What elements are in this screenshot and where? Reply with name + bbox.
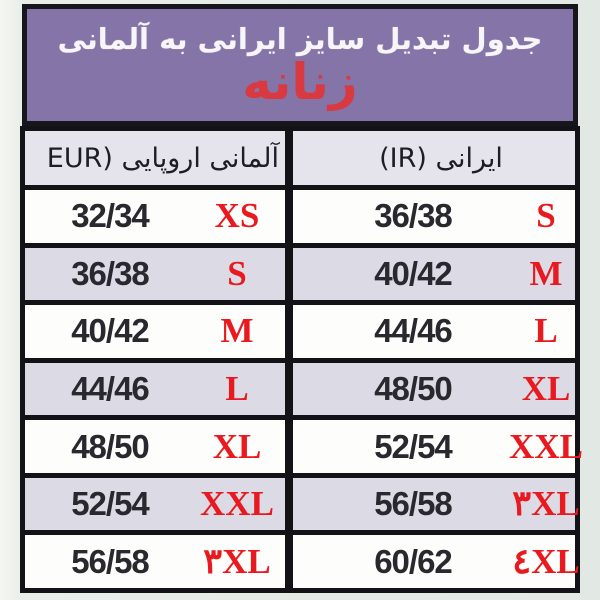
eur-size-number: 32/34 bbox=[71, 197, 150, 235]
eur-size-number: 52/54 bbox=[71, 485, 150, 523]
table-row-eur-cell: 36/38 S bbox=[25, 247, 285, 301]
ir-size-number: 56/58 bbox=[374, 485, 453, 523]
table-row-eur-cell: 44/46 L bbox=[25, 362, 285, 416]
column-header-eur: آلمانی اروپایی (EUR bbox=[25, 131, 285, 185]
ir-size-number: 60/62 bbox=[374, 542, 453, 580]
ir-size-number: 36/38 bbox=[374, 197, 453, 235]
ir-size-number: 48/50 bbox=[374, 369, 453, 407]
table-row-ir-cell: 40/42 M bbox=[293, 247, 575, 301]
ir-size-number: 40/42 bbox=[374, 254, 453, 292]
column-header-ir: ایرانی (IR) bbox=[293, 131, 575, 185]
ir-size-label: S bbox=[536, 196, 556, 236]
page-subtitle: زنانه bbox=[242, 53, 358, 112]
ir-size-label: ٤XL bbox=[512, 541, 580, 581]
eur-size-label: L bbox=[225, 368, 249, 408]
table-row-ir-cell: 36/38 S bbox=[293, 190, 575, 243]
ir-size-label: M bbox=[529, 253, 563, 293]
table-row-eur-cell: 56/58 ۳XL bbox=[25, 535, 285, 588]
eur-size-number: 44/46 bbox=[71, 369, 150, 407]
table-row-ir-cell: 60/62 ٤XL bbox=[293, 535, 580, 588]
table-row-ir-cell: 48/50 XL bbox=[293, 362, 575, 416]
ir-size-number: 44/46 bbox=[374, 312, 453, 350]
ir-size-label: ۳XL bbox=[512, 484, 580, 524]
table-row-eur-cell: 52/54 XXL bbox=[25, 477, 285, 531]
eur-size-label: ۳XL bbox=[203, 541, 271, 581]
eur-size-number: 48/50 bbox=[71, 427, 150, 465]
size-conversion-table: آلمانی اروپایی (EUR ایرانی (IR) 32/34 XS… bbox=[20, 126, 583, 593]
table-row-eur-cell: 48/50 XL bbox=[25, 420, 285, 473]
ir-size-number: 52/54 bbox=[374, 427, 453, 465]
ir-size-label: XL bbox=[521, 368, 571, 408]
eur-size-label: XL bbox=[212, 426, 262, 466]
eur-size-label: M bbox=[220, 311, 254, 351]
ir-size-label: XXL bbox=[509, 426, 583, 466]
eur-size-number: 40/42 bbox=[71, 312, 150, 350]
eur-size-label: XXL bbox=[200, 484, 274, 524]
page-title: جدول تبدیل سایز ایرانی به آلمانی bbox=[57, 21, 543, 56]
eur-size-label: S bbox=[227, 253, 247, 293]
table-row-ir-cell: 44/46 L bbox=[293, 305, 575, 358]
table-row-eur-cell: 32/34 XS bbox=[25, 190, 285, 243]
table-row-eur-cell: 40/42 M bbox=[25, 305, 285, 358]
eur-size-label: XS bbox=[214, 196, 260, 236]
table-row-ir-cell: 56/58 ۳XL bbox=[293, 477, 580, 531]
eur-size-number: 36/38 bbox=[71, 254, 150, 292]
title-banner: جدول تبدیل سایز ایرانی به آلمانی زنانه bbox=[22, 4, 578, 126]
ir-size-label: L bbox=[534, 311, 558, 351]
table-row-ir-cell: 52/54 XXL bbox=[293, 420, 583, 473]
eur-size-number: 56/58 bbox=[71, 542, 150, 580]
